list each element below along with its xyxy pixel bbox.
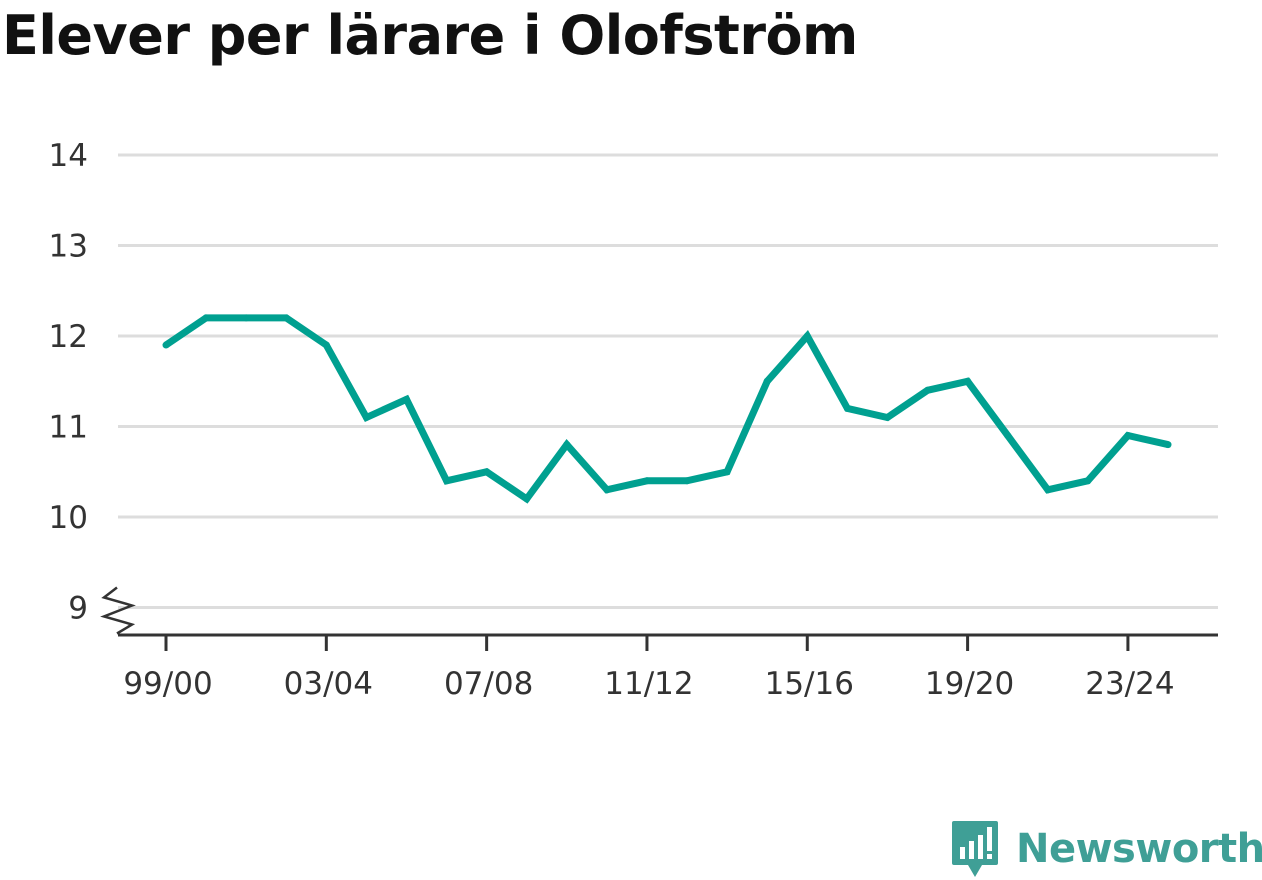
chart-title: Elever per lärare i Olofström [2,4,858,67]
y-tick-label: 14 [49,138,88,174]
data-point [523,495,531,503]
x-tick-label: 15/16 [765,666,854,702]
data-point [883,413,891,421]
y-tick-label: 9 [68,591,88,627]
x-tick-label: 11/12 [604,666,693,702]
data-point [843,404,851,412]
data-point [563,441,571,449]
x-tick-label: 07/08 [444,666,533,702]
y-tick-label: 11 [49,410,88,446]
data-point [282,314,290,322]
data-point [242,314,250,322]
data-point [1084,477,1092,485]
data-point [402,395,410,403]
data-point [162,341,170,349]
data-point [1124,432,1132,440]
y-tick-label: 13 [49,229,88,265]
data-point [924,386,932,394]
series-group [162,314,1172,504]
data-point [1044,486,1052,494]
x-tick-label: 99/00 [123,666,212,702]
data-point [1004,432,1012,440]
data-point [964,377,972,385]
data-point [683,477,691,485]
gridlines [118,153,1218,609]
data-point [763,377,771,385]
brand-name: Newsworthy [1016,826,1262,872]
newsworthy-logo-icon [952,821,998,877]
y-axis-ticks: 9 10 11 12 13 14 [49,138,88,627]
data-point [723,468,731,476]
data-point [362,413,370,421]
axis-break-mark [100,586,136,635]
brand: Newsworthy [950,818,1262,880]
data-point [322,341,330,349]
data-point [803,332,811,340]
y-tick-label: 10 [49,500,88,536]
data-point [603,486,611,494]
y-tick-label: 12 [49,319,88,355]
data-point [643,477,651,485]
x-tick-label: 23/24 [1085,666,1174,702]
data-point [443,477,451,485]
series-line [164,314,1169,504]
line-chart: 9 10 11 12 13 14 99/00 03/04 07/08 11/12 15/16 19/… [49,138,1218,702]
x-tick-label: 19/20 [925,666,1014,702]
data-point [202,314,210,322]
data-point [1164,441,1172,449]
x-axis: 99/00 03/04 07/08 11/12 15/16 19/20 23/24 [100,586,1218,702]
x-tick-label: 03/04 [284,666,373,702]
data-point [483,468,491,476]
